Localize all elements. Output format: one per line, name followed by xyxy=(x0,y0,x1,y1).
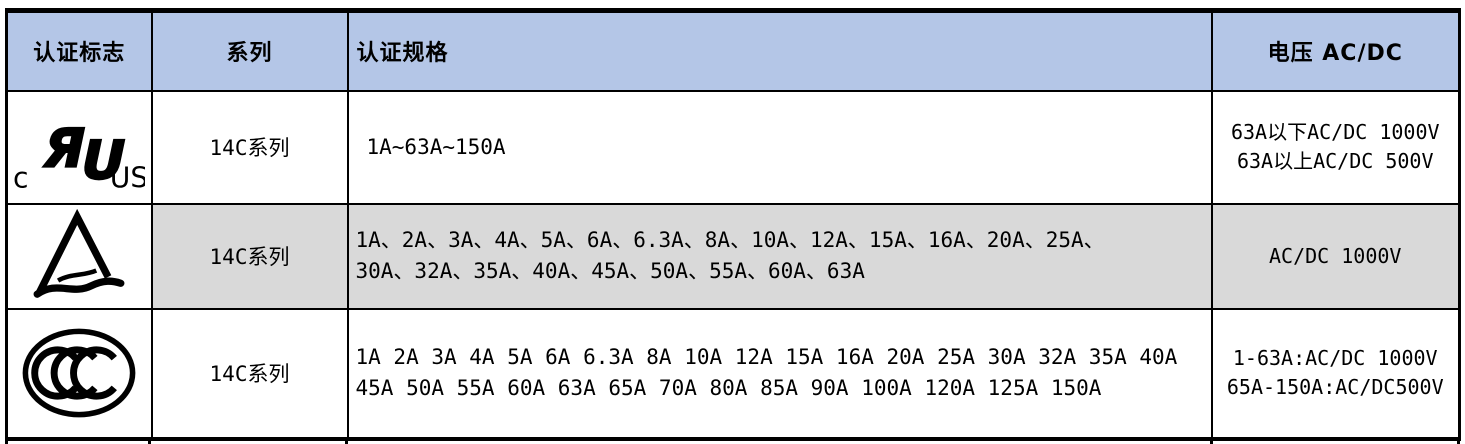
voltage-line: 63A以下AC/DC 1000V xyxy=(1230,120,1440,144)
mark-cell xyxy=(5,307,153,440)
header-voltage: 电压 AC/DC xyxy=(1210,9,1461,92)
header-series: 系列 xyxy=(150,9,349,92)
header-mark: 认证标志 xyxy=(5,9,153,92)
series-cell: 14C系列 xyxy=(150,202,349,310)
ul-mark-us-label: US xyxy=(110,161,145,191)
voltage-cell: 1-63A:AC/DC 1000V 65A-150A:AC/DC500V xyxy=(1210,307,1461,440)
certification-table: 认证标志 系列 认证规格 电压 AC/DC c Я U US xyxy=(5,8,1461,441)
spec-line: 1A、2A、3A、4A、5A、6A、6.3A、8A、10A、12A、15A、16… xyxy=(355,228,1105,252)
voltage-line: AC/DC 1000V xyxy=(1269,243,1402,268)
gridline-stub xyxy=(1210,439,1213,444)
mark-cell xyxy=(5,202,153,310)
spec-cell: 1A 2A 3A 4A 5A 6A 6.3A 8A 10A 12A 15A 16… xyxy=(346,307,1213,440)
gridline-stub xyxy=(5,439,8,444)
voltage-line: 1-63A:AC/DC 1000V xyxy=(1232,346,1438,371)
triangle-wave-mark-icon xyxy=(33,209,125,298)
ccc-mark-icon xyxy=(22,328,136,418)
spec-line: 30A、32A、35A、40A、45A、50A、55A、60A、63A xyxy=(355,259,865,283)
gridline-stub xyxy=(1457,439,1460,444)
table-row-ccc: 14C系列 1A 2A 3A 4A 5A 6A 6.3A 8A 10A 12A … xyxy=(5,307,1461,440)
spec-line: 1A~63A~150A xyxy=(366,134,506,159)
spec-line: 1A 2A 3A 4A 5A 6A 6.3A 8A 10A 12A 15A 16… xyxy=(355,345,1178,370)
series-cell: 14C系列 xyxy=(150,89,349,205)
cul-us-mark-icon: c Я U US xyxy=(13,116,145,191)
voltage-cell: AC/DC 1000V xyxy=(1210,202,1461,310)
mark-cell: c Я U US xyxy=(5,89,153,205)
voltage-line: 65A-150A:AC/DC500V xyxy=(1226,375,1444,400)
series-cell: 14C系列 xyxy=(150,307,349,440)
gridline-stub xyxy=(345,439,348,444)
spec-cell: 1A~63A~150A xyxy=(346,89,1213,205)
header-spec: 认证规格 xyxy=(346,9,1213,92)
voltage-cell: 63A以下AC/DC 1000V 63A以上AC/DC 500V xyxy=(1210,89,1461,205)
table-row-ul: c Я U US 14C系列 1A~63A~150A 63A以下AC/DC 10… xyxy=(5,89,1461,205)
spec-line: 45A 50A 55A 60A 63A 65A 70A 80A 85A 90A … xyxy=(355,376,1102,401)
voltage-line: 63A以上AC/DC 500V xyxy=(1236,149,1434,173)
header-row: 认证标志 系列 认证规格 电压 AC/DC xyxy=(5,9,1461,92)
spec-cell: 1A、2A、3A、4A、5A、6A、6.3A、8A、10A、12A、15A、16… xyxy=(346,202,1213,310)
ul-mark-c-label: c xyxy=(13,161,28,191)
table-row-triangle: 14C系列 1A、2A、3A、4A、5A、6A、6.3A、8A、10A、12A、… xyxy=(5,202,1461,310)
gridline-stub xyxy=(148,439,151,444)
